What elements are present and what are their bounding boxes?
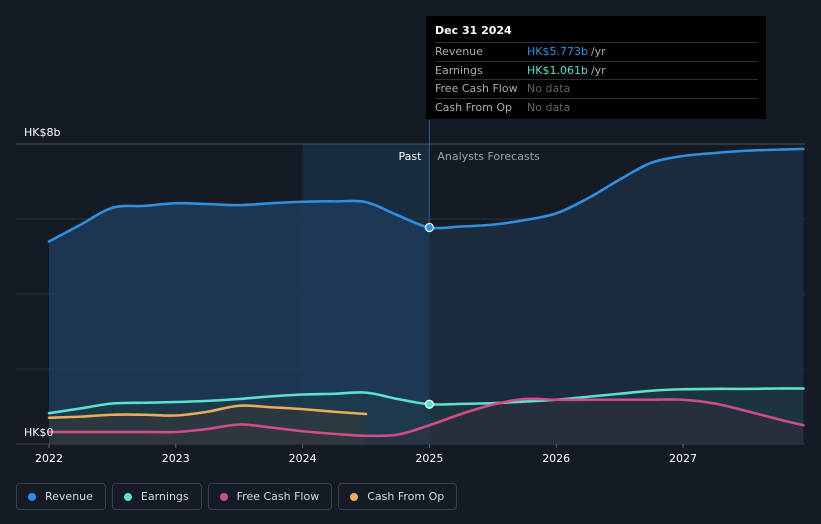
legend-label: Earnings bbox=[140, 490, 189, 503]
x-tick-label: 2024 bbox=[289, 452, 317, 465]
tooltip: Dec 31 2024 Revenue HK$5.773b /yr Earnin… bbox=[426, 16, 766, 119]
legend-item-revenue[interactable]: Revenue bbox=[16, 483, 106, 510]
tooltip-unit: /yr bbox=[590, 63, 606, 77]
tooltip-row-revenue: Revenue HK$5.773b /yr bbox=[435, 42, 758, 61]
y-axis-top-label: HK$8b bbox=[24, 126, 60, 139]
x-tick-label: 2025 bbox=[415, 452, 443, 465]
legend-dot-icon bbox=[28, 492, 36, 501]
x-tick-label: 2026 bbox=[542, 452, 570, 465]
y-axis-bottom-label: HK$0 bbox=[24, 426, 53, 439]
x-tick-label: 2023 bbox=[162, 452, 190, 465]
legend-item-free-cash-flow[interactable]: Free Cash Flow bbox=[207, 483, 333, 510]
tooltip-row-earnings: Earnings HK$1.061b /yr bbox=[435, 60, 758, 80]
legend-dot-icon bbox=[350, 492, 359, 501]
legend-label: Cash From Op bbox=[367, 490, 445, 503]
revenue-area-forecast bbox=[429, 148, 804, 444]
past-label: Past bbox=[398, 150, 422, 163]
cash-from-op-line bbox=[47, 404, 368, 420]
legend-dot-icon bbox=[219, 492, 228, 501]
legend-label: Revenue bbox=[45, 490, 93, 503]
earnings-marker bbox=[424, 399, 434, 409]
tooltip-value: No data bbox=[527, 82, 571, 95]
tooltip-label: Cash From Op bbox=[435, 100, 513, 114]
tooltip-value: HK$5.773b bbox=[527, 45, 588, 58]
tooltip-unit: /yr bbox=[590, 45, 606, 58]
free-cash-flow-line bbox=[47, 397, 805, 438]
x-tick-label: 2022 bbox=[35, 452, 63, 465]
revenue-marker bbox=[424, 222, 434, 233]
tooltip-label: Revenue bbox=[435, 45, 483, 58]
tooltip-label: Free Cash Flow bbox=[435, 82, 518, 95]
legend-label: Free Cash Flow bbox=[236, 490, 320, 503]
tooltip-row-free-cash-flow: Free Cash Flow No data bbox=[435, 79, 758, 98]
tooltip-value: HK$1.061b bbox=[527, 63, 588, 77]
forecast-label: Analysts Forecasts bbox=[437, 150, 540, 163]
tooltip-value: No data bbox=[527, 100, 571, 114]
legend: Revenue Earnings Free Cash Flow Cash Fro… bbox=[16, 483, 458, 510]
tooltip-label: Earnings bbox=[435, 63, 483, 77]
revenue-area-past bbox=[49, 200, 430, 444]
legend-dot-icon bbox=[123, 492, 132, 501]
tooltip-row-cash-from-op: Cash From Op No data bbox=[435, 97, 758, 117]
tooltip-date: Dec 31 2024 bbox=[435, 24, 512, 37]
legend-item-cash-from-op[interactable]: Cash From Op bbox=[338, 483, 458, 510]
legend-item-earnings[interactable]: Earnings bbox=[111, 483, 202, 510]
x-tick-label: 2027 bbox=[669, 452, 697, 465]
